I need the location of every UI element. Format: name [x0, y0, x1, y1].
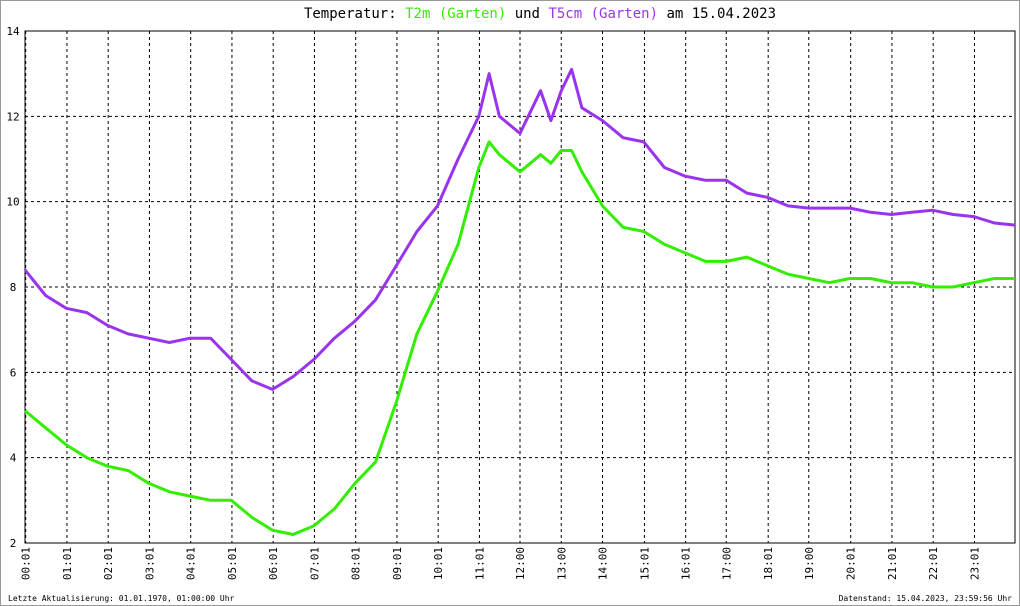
title-prefix: Temperatur:: [304, 6, 397, 22]
x-tick-label: 10:01: [432, 547, 445, 580]
y-tick-label: 14: [6, 25, 20, 38]
x-tick-label: 11:01: [473, 547, 486, 580]
y-tick-label: 8: [10, 281, 17, 294]
x-tick-label: 06:01: [267, 547, 280, 580]
y-tick-label: 10: [6, 196, 19, 209]
x-tick-label: 04:01: [185, 547, 198, 580]
x-tick-label: 01:01: [61, 547, 74, 580]
x-tick-label: 18:01: [762, 547, 775, 580]
y-tick-label: 2: [10, 537, 17, 550]
y-tick-label: 12: [6, 110, 19, 123]
x-tick-label: 07:01: [308, 547, 321, 580]
x-tick-label: 03:01: [143, 547, 156, 580]
title-joiner: und: [515, 6, 540, 22]
x-tick-label: 12:00: [514, 547, 527, 580]
x-tick-label: 15:01: [638, 547, 651, 580]
data-line: [24, 140, 1015, 536]
x-tick-label: 05:01: [226, 547, 239, 580]
x-tick-label: 20:01: [845, 547, 858, 580]
y-tick-label: 4: [10, 452, 17, 465]
x-tick-label: 02:01: [102, 547, 115, 580]
footer-left: Letzte Aktualisierung: 01.01.1970, 01:00…: [8, 594, 235, 603]
plot-border: [24, 30, 1016, 544]
data-line: [23, 67, 1016, 391]
x-tick-label: 21:01: [886, 547, 899, 580]
x-tick-label: 14:00: [597, 547, 610, 580]
title-suffix: am 15.04.2023: [666, 6, 776, 22]
x-tick-label: 22:01: [927, 547, 940, 580]
y-tick-label: 6: [10, 366, 17, 379]
x-tick-label: 23:01: [968, 547, 981, 580]
legend-entry: T5cm (Garten): [548, 6, 658, 22]
x-tick-label: 19:00: [803, 547, 816, 580]
x-tick-label: 00:01: [20, 547, 33, 580]
legend-entry: T2m (Garten): [405, 6, 506, 22]
x-tick-label: 17:00: [720, 547, 733, 580]
x-tick-label: 09:01: [391, 547, 404, 580]
x-tick-label: 08:01: [350, 547, 363, 580]
footer-right: Datenstand: 15.04.2023, 23:59:56 Uhr: [839, 594, 1013, 603]
chart-title: Temperatur: T2m (Garten) und T5cm (Garte…: [304, 6, 776, 22]
x-tick-label: 13:00: [555, 547, 568, 580]
x-tick-label: 16:01: [680, 547, 693, 580]
